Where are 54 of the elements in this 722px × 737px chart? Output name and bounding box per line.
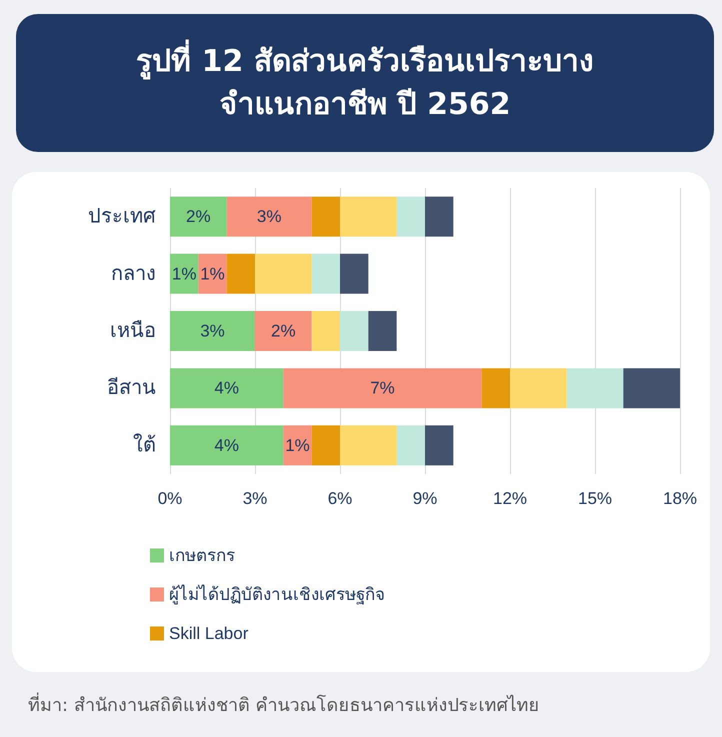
legend-label: Skill Labor — [169, 624, 249, 643]
data-label: 3% — [200, 322, 225, 340]
x-tick-label: 6% — [328, 489, 352, 508]
bar — [623, 368, 680, 408]
bar — [170, 311, 255, 351]
data-label: 1% — [200, 264, 225, 284]
bar — [340, 311, 368, 351]
chart-title: รูปที่ 12 สัดส่วนครัวเรือนเปราะบาง จำแนกอาชีพ ปี 2562 — [16, 14, 714, 152]
bar — [368, 311, 397, 351]
data-label: 4% — [214, 378, 239, 398]
bar — [425, 425, 454, 466]
data-label: 3% — [256, 207, 282, 226]
bar — [226, 254, 255, 294]
bar — [482, 368, 510, 408]
y-tick-label: กลาง — [111, 262, 156, 285]
data-label: 2% — [186, 207, 211, 226]
bar — [283, 368, 482, 408]
data-label: 1% — [172, 264, 196, 284]
bar — [340, 254, 368, 294]
y-tick-label: ประเทศ — [88, 206, 156, 228]
x-tick-label: 0% — [158, 489, 182, 508]
bar — [312, 254, 340, 294]
bar — [170, 425, 284, 466]
legend-label: ผู้ไม่ได้ปฏิบัติงานเชิงเศรษฐกิจ — [169, 584, 385, 605]
bar — [170, 368, 284, 408]
data-label: 7% — [370, 378, 395, 398]
x-tick-label: 9% — [412, 489, 438, 508]
y-tick-label: ใต้ — [133, 433, 156, 456]
bar — [510, 368, 567, 408]
bar — [255, 254, 312, 294]
y-tick-label: อีสาน — [107, 377, 156, 400]
bar — [170, 196, 227, 237]
bar — [170, 254, 198, 294]
bar — [226, 196, 312, 237]
bar — [255, 311, 312, 351]
legend-label: เกษตรกร — [169, 546, 235, 565]
bar — [425, 196, 454, 237]
x-tick-label: 18% — [662, 489, 698, 508]
bar — [312, 196, 340, 237]
bar — [312, 311, 340, 351]
x-tick-label: 15% — [578, 489, 612, 508]
data-label: 1% — [285, 436, 310, 455]
y-tick-label: เหนือ — [110, 320, 156, 342]
bar — [312, 425, 340, 466]
bar — [396, 425, 425, 466]
bar — [340, 196, 397, 237]
data-label: 2% — [271, 322, 296, 340]
x-tick-label: 3% — [242, 489, 268, 508]
data-label: 4% — [214, 436, 239, 455]
bar — [340, 425, 397, 466]
bar — [396, 196, 425, 237]
x-tick-label: 12% — [492, 489, 528, 508]
text: ที่มา: สำนักงานสถิติแห่งชาติ คำนวณโดยธนาคารแห่งประเทศไทย — [28, 692, 540, 718]
bar — [566, 368, 624, 408]
